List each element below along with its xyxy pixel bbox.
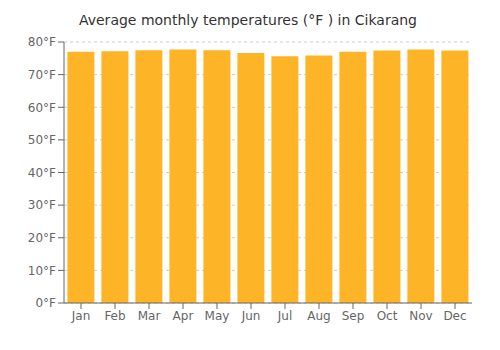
svg-text:Feb: Feb xyxy=(104,309,125,323)
svg-text:50°F: 50°F xyxy=(28,133,56,147)
svg-text:10°F: 10°F xyxy=(28,264,56,278)
svg-text:Jan: Jan xyxy=(71,309,91,323)
svg-text:Jun: Jun xyxy=(241,309,261,323)
html-text:Average monthly temperatures (: Average monthly temperatures (°F ) in Ci… xyxy=(79,12,417,28)
svg-text:0°F: 0°F xyxy=(35,296,56,310)
svg-text:Apr: Apr xyxy=(173,309,194,323)
svg-text:70°F: 70°F xyxy=(28,68,56,82)
svg-text:Jul: Jul xyxy=(277,309,292,323)
svg-text:Nov: Nov xyxy=(409,309,432,323)
svg-text:20°F: 20°F xyxy=(28,231,56,245)
svg-text:Oct: Oct xyxy=(377,309,398,323)
svg-text:40°F: 40°F xyxy=(28,166,56,180)
svg-text:Sep: Sep xyxy=(342,309,365,323)
svg-text:May: May xyxy=(205,309,230,323)
svg-text:Dec: Dec xyxy=(443,309,466,323)
svg-text:60°F: 60°F xyxy=(28,101,56,115)
svg-text:Mar: Mar xyxy=(138,309,161,323)
svg-text:Aug: Aug xyxy=(307,309,330,323)
svg-text:30°F: 30°F xyxy=(28,198,56,212)
svg-text:80°F: 80°F xyxy=(28,35,56,49)
